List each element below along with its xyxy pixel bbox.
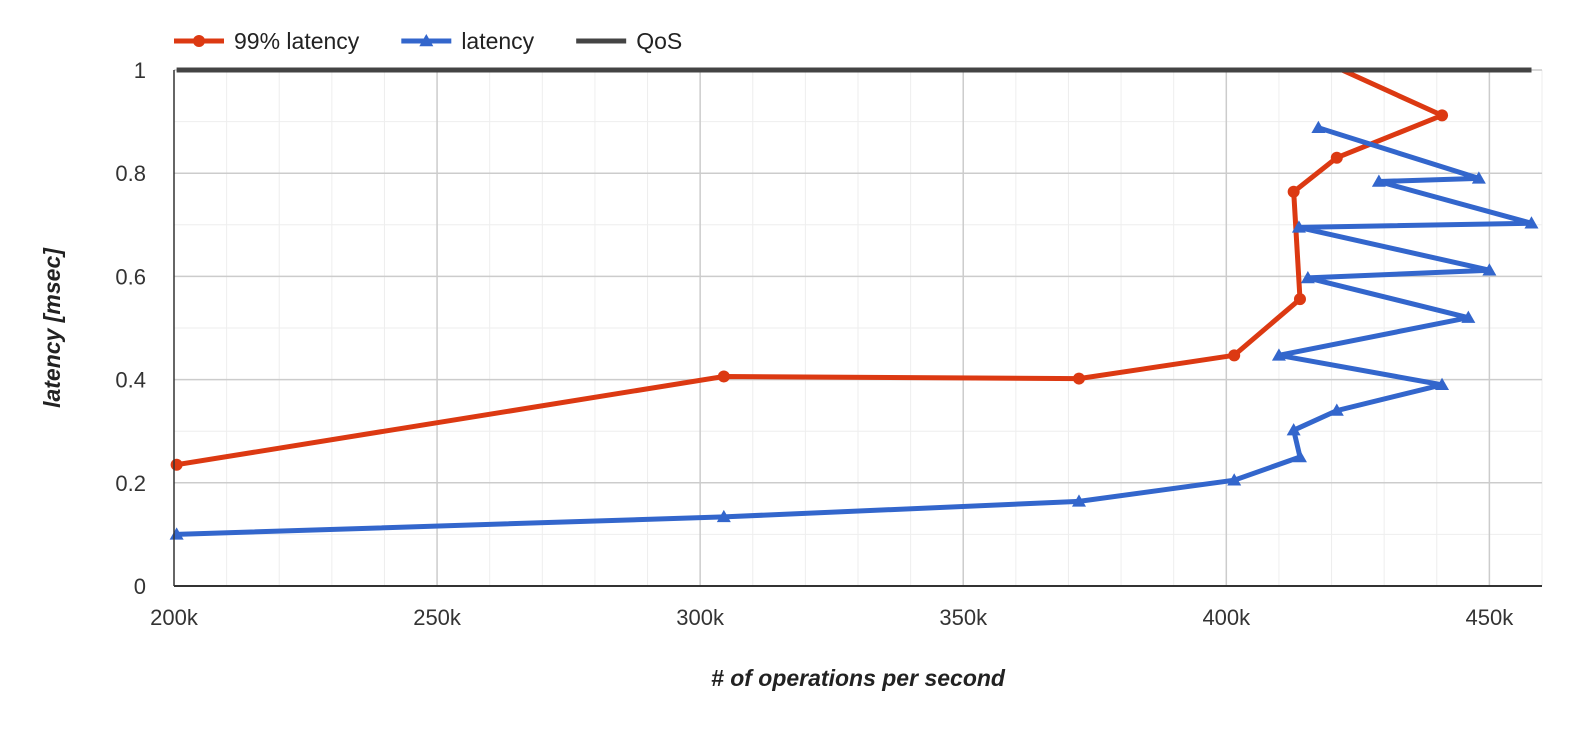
series-line (176, 125, 1533, 537)
data-point (1271, 348, 1286, 361)
data-point (716, 509, 731, 523)
data-point (717, 370, 730, 383)
y-tick-label: 0 (134, 574, 146, 599)
y-tick-label: 0.8 (115, 161, 146, 186)
data-point (1330, 151, 1343, 164)
y-tick-label: 0.4 (115, 368, 146, 393)
y-tick-label: 0.2 (115, 471, 146, 496)
y-tick-label: 1 (134, 58, 146, 83)
series-1 (169, 120, 1539, 540)
data-point (169, 527, 184, 540)
legend-label: QoS (636, 28, 682, 54)
data-point (1329, 403, 1344, 416)
data-point (1482, 263, 1497, 276)
x-tick-label: 200k (150, 605, 199, 630)
x-tick-label: 350k (939, 605, 988, 630)
x-tick-label: 250k (413, 605, 462, 630)
legend-marker (193, 35, 205, 47)
x-tick-label: 450k (1466, 605, 1515, 630)
legend-item-2: QoS (576, 28, 682, 54)
x-tick-label: 400k (1202, 605, 1251, 630)
data-point (1291, 220, 1306, 233)
x-axis-title: # of operations per second (711, 665, 1006, 691)
data-point (1300, 270, 1315, 284)
y-tick-label: 0.6 (115, 264, 146, 289)
data-point (1435, 377, 1450, 391)
y-axis-title: latency [msec] (39, 247, 65, 408)
data-point (1471, 171, 1486, 184)
data-point (1524, 216, 1539, 229)
series-line (176, 67, 1449, 468)
data-point (170, 458, 183, 471)
data-point (1311, 120, 1326, 134)
x-tick-label: 300k (676, 605, 725, 630)
data-point (1287, 185, 1300, 198)
axes: 200k 250k 300k 350k 400k 450k 0 0.2 0.4 0.6 0.8 1 (115, 58, 1542, 630)
series-layer (169, 67, 1539, 540)
legend-marker (419, 34, 434, 47)
legend: 99% latency latency QoS (174, 28, 682, 54)
legend-item-0: 99% latency (174, 28, 360, 54)
data-point (1227, 473, 1242, 486)
data-point (1293, 293, 1306, 306)
data-point (1228, 349, 1241, 362)
legend-label: latency (461, 28, 534, 54)
data-point (1292, 450, 1307, 463)
data-point (1461, 310, 1476, 323)
legend-label: 99% latency (234, 28, 360, 54)
data-point (1071, 494, 1086, 507)
data-point (1371, 174, 1386, 187)
data-point (1072, 372, 1085, 385)
series-0 (170, 67, 1449, 471)
data-point (1286, 423, 1301, 436)
legend-item-1: latency (401, 28, 535, 54)
data-point (1436, 109, 1449, 122)
